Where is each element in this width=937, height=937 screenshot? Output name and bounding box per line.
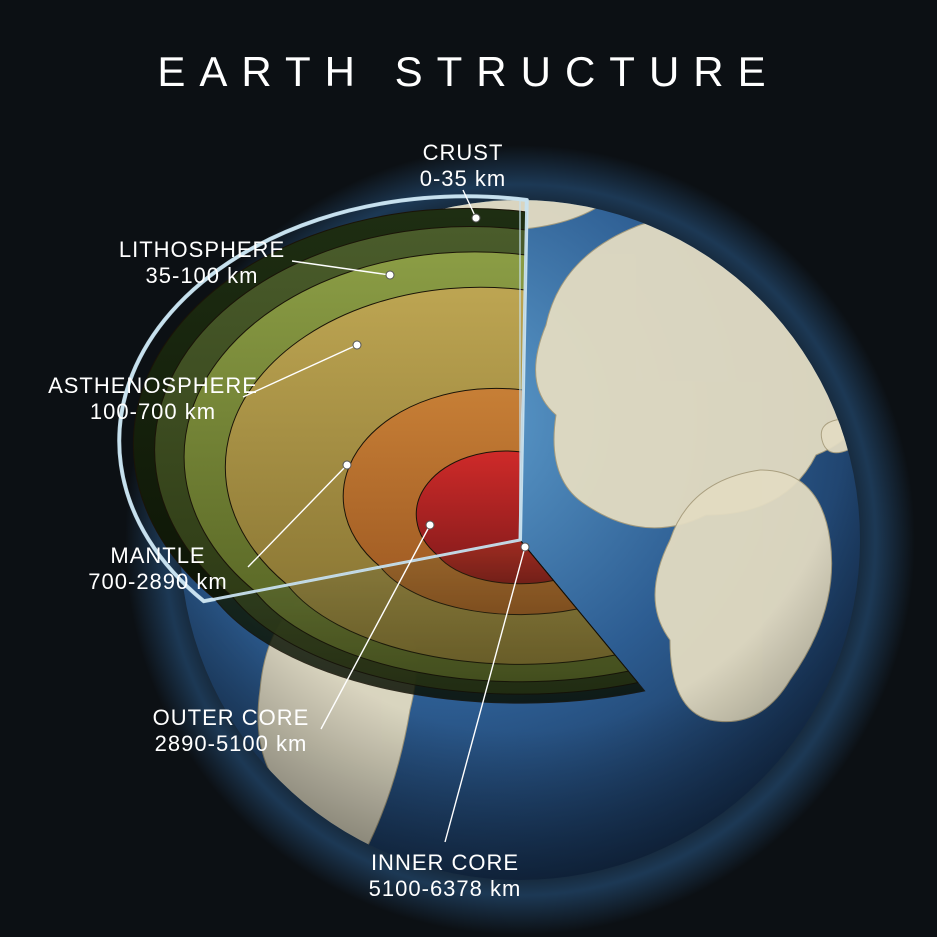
leader-dot-asthenosphere xyxy=(353,341,361,349)
callout-lithosphere-range: 35-100 km xyxy=(92,263,312,289)
leader-dot-outer_core xyxy=(426,521,434,529)
callout-crust-range: 0-35 km xyxy=(353,166,573,192)
earth-structure-diagram: Earth Structure Crust0-35 km Lithosphere3… xyxy=(0,0,937,937)
leader-dot-lithosphere xyxy=(386,271,394,279)
callout-outer_core-name: Outer Core xyxy=(121,705,341,731)
callout-mantle-range: 700-2890 km xyxy=(48,569,268,595)
callout-asthenosphere-range: 100-700 km xyxy=(43,399,263,425)
callout-lithosphere: Lithosphere35-100 km xyxy=(92,237,312,290)
leader-dot-mantle xyxy=(343,461,351,469)
callout-asthenosphere: Asthenosphere100-700 km xyxy=(43,373,263,426)
diagram-title: Earth Structure xyxy=(0,48,937,96)
callout-outer_core-range: 2890-5100 km xyxy=(121,731,341,757)
callout-inner_core-name: Inner Core xyxy=(335,850,555,876)
callout-asthenosphere-name: Asthenosphere xyxy=(43,373,263,399)
callout-mantle: Mantle700-2890 km xyxy=(48,543,268,596)
callout-mantle-name: Mantle xyxy=(48,543,268,569)
leader-dot-crust xyxy=(472,214,480,222)
callout-outer_core: Outer Core2890-5100 km xyxy=(121,705,341,758)
callout-crust: Crust0-35 km xyxy=(353,140,573,193)
callout-inner_core-range: 5100-6378 km xyxy=(335,876,555,902)
leader-dot-inner_core xyxy=(521,543,529,551)
callout-lithosphere-name: Lithosphere xyxy=(92,237,312,263)
callout-inner_core: Inner Core5100-6378 km xyxy=(335,850,555,903)
callout-crust-name: Crust xyxy=(353,140,573,166)
